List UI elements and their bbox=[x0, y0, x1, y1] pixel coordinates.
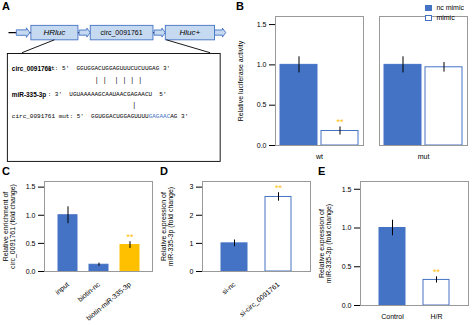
html-text:D: D bbox=[160, 165, 168, 177]
svg-text:H/R: H/R bbox=[430, 313, 442, 320]
svg-text:si-circ_0091761: si-circ_0091761 bbox=[238, 281, 281, 319]
svg-text:3: 3 bbox=[190, 183, 194, 190]
svg-text:**: ** bbox=[275, 183, 283, 193]
html-text:mimic: mimic bbox=[436, 14, 455, 21]
svg-text:mut: mut bbox=[418, 153, 430, 160]
svg-text:: 3' UGUAAAAAGCAAUAACGAGAACU: : 3' UGUAAAAAGCAAUAACGAGAACU 5' bbox=[48, 91, 167, 98]
html-text:nc mimic: nc mimic bbox=[436, 4, 464, 11]
svg-text:1.5: 1.5 bbox=[257, 21, 267, 28]
svg-text:0.0: 0.0 bbox=[26, 268, 36, 275]
svg-text:Relative luciferase activity: Relative luciferase activity bbox=[237, 40, 245, 121]
svg-text:Relative enrichment ofcirc_009: Relative enrichment ofcirc_0091761 (fold… bbox=[2, 184, 17, 269]
svg-text:biotin-miR-335-3p: biotin-miR-335-3p bbox=[85, 281, 133, 323]
svg-text:**: ** bbox=[126, 232, 134, 242]
html-text:C: C bbox=[2, 165, 10, 177]
svg-text:1: 1 bbox=[190, 240, 194, 247]
html-text:E: E bbox=[318, 165, 326, 177]
svg-text:0.0: 0.0 bbox=[342, 302, 352, 309]
html-text:B: B bbox=[236, 0, 244, 12]
svg-text:1.0: 1.0 bbox=[342, 224, 352, 231]
svg-text:1.0: 1.0 bbox=[257, 61, 267, 68]
svg-text:| | | | | |: | | | | | | bbox=[95, 77, 142, 84]
svg-text:0.5: 0.5 bbox=[257, 101, 267, 108]
svg-text:si-nc: si-nc bbox=[221, 280, 237, 295]
svg-text:1.5: 1.5 bbox=[342, 185, 352, 192]
svg-text:biotin-nc: biotin-nc bbox=[76, 280, 101, 303]
svg-text:**: ** bbox=[433, 267, 441, 277]
svg-text:circ_0091761: circ_0091761 bbox=[101, 29, 143, 37]
svg-text:circ_0091761: circ_0091761 bbox=[12, 65, 52, 72]
svg-text:HRluc: HRluc bbox=[44, 28, 66, 37]
svg-text:**: ** bbox=[336, 117, 344, 127]
svg-text:0.5: 0.5 bbox=[342, 263, 352, 270]
svg-text:miR-335-3p: miR-335-3p bbox=[12, 91, 47, 99]
svg-text:1.0: 1.0 bbox=[26, 211, 36, 218]
svg-text:wt: 5' GGUGGACUGGAGUUUCUCUUGA: wt: 5' GGUGGACUGGAGUUUCUCUUGAG 3' bbox=[48, 65, 170, 72]
svg-text:Hluc+: Hluc+ bbox=[180, 28, 201, 37]
svg-text:Relative expression ofmiR-335-: Relative expression ofmiR-335-3p (fold c… bbox=[318, 204, 333, 283]
svg-text:0.5: 0.5 bbox=[26, 240, 36, 247]
svg-text:Relative expression ofmiR-335-: Relative expression ofmiR-335-3p (fold c… bbox=[160, 187, 175, 266]
svg-text:circ_0091761 mut: 5' GGUGGACU: circ_0091761 mut: 5' GGUGGACUGGAGUUUUGAG… bbox=[12, 113, 188, 120]
svg-text:wt: wt bbox=[315, 153, 323, 160]
svg-text:2: 2 bbox=[190, 211, 194, 218]
html-text:A: A bbox=[2, 0, 10, 12]
svg-text:0.0: 0.0 bbox=[257, 142, 267, 149]
svg-text:Control: Control bbox=[381, 313, 404, 320]
svg-text:|: | bbox=[132, 102, 136, 109]
svg-text:1.5: 1.5 bbox=[26, 183, 36, 190]
svg-text:input: input bbox=[54, 281, 71, 297]
svg-text:0: 0 bbox=[190, 268, 194, 275]
